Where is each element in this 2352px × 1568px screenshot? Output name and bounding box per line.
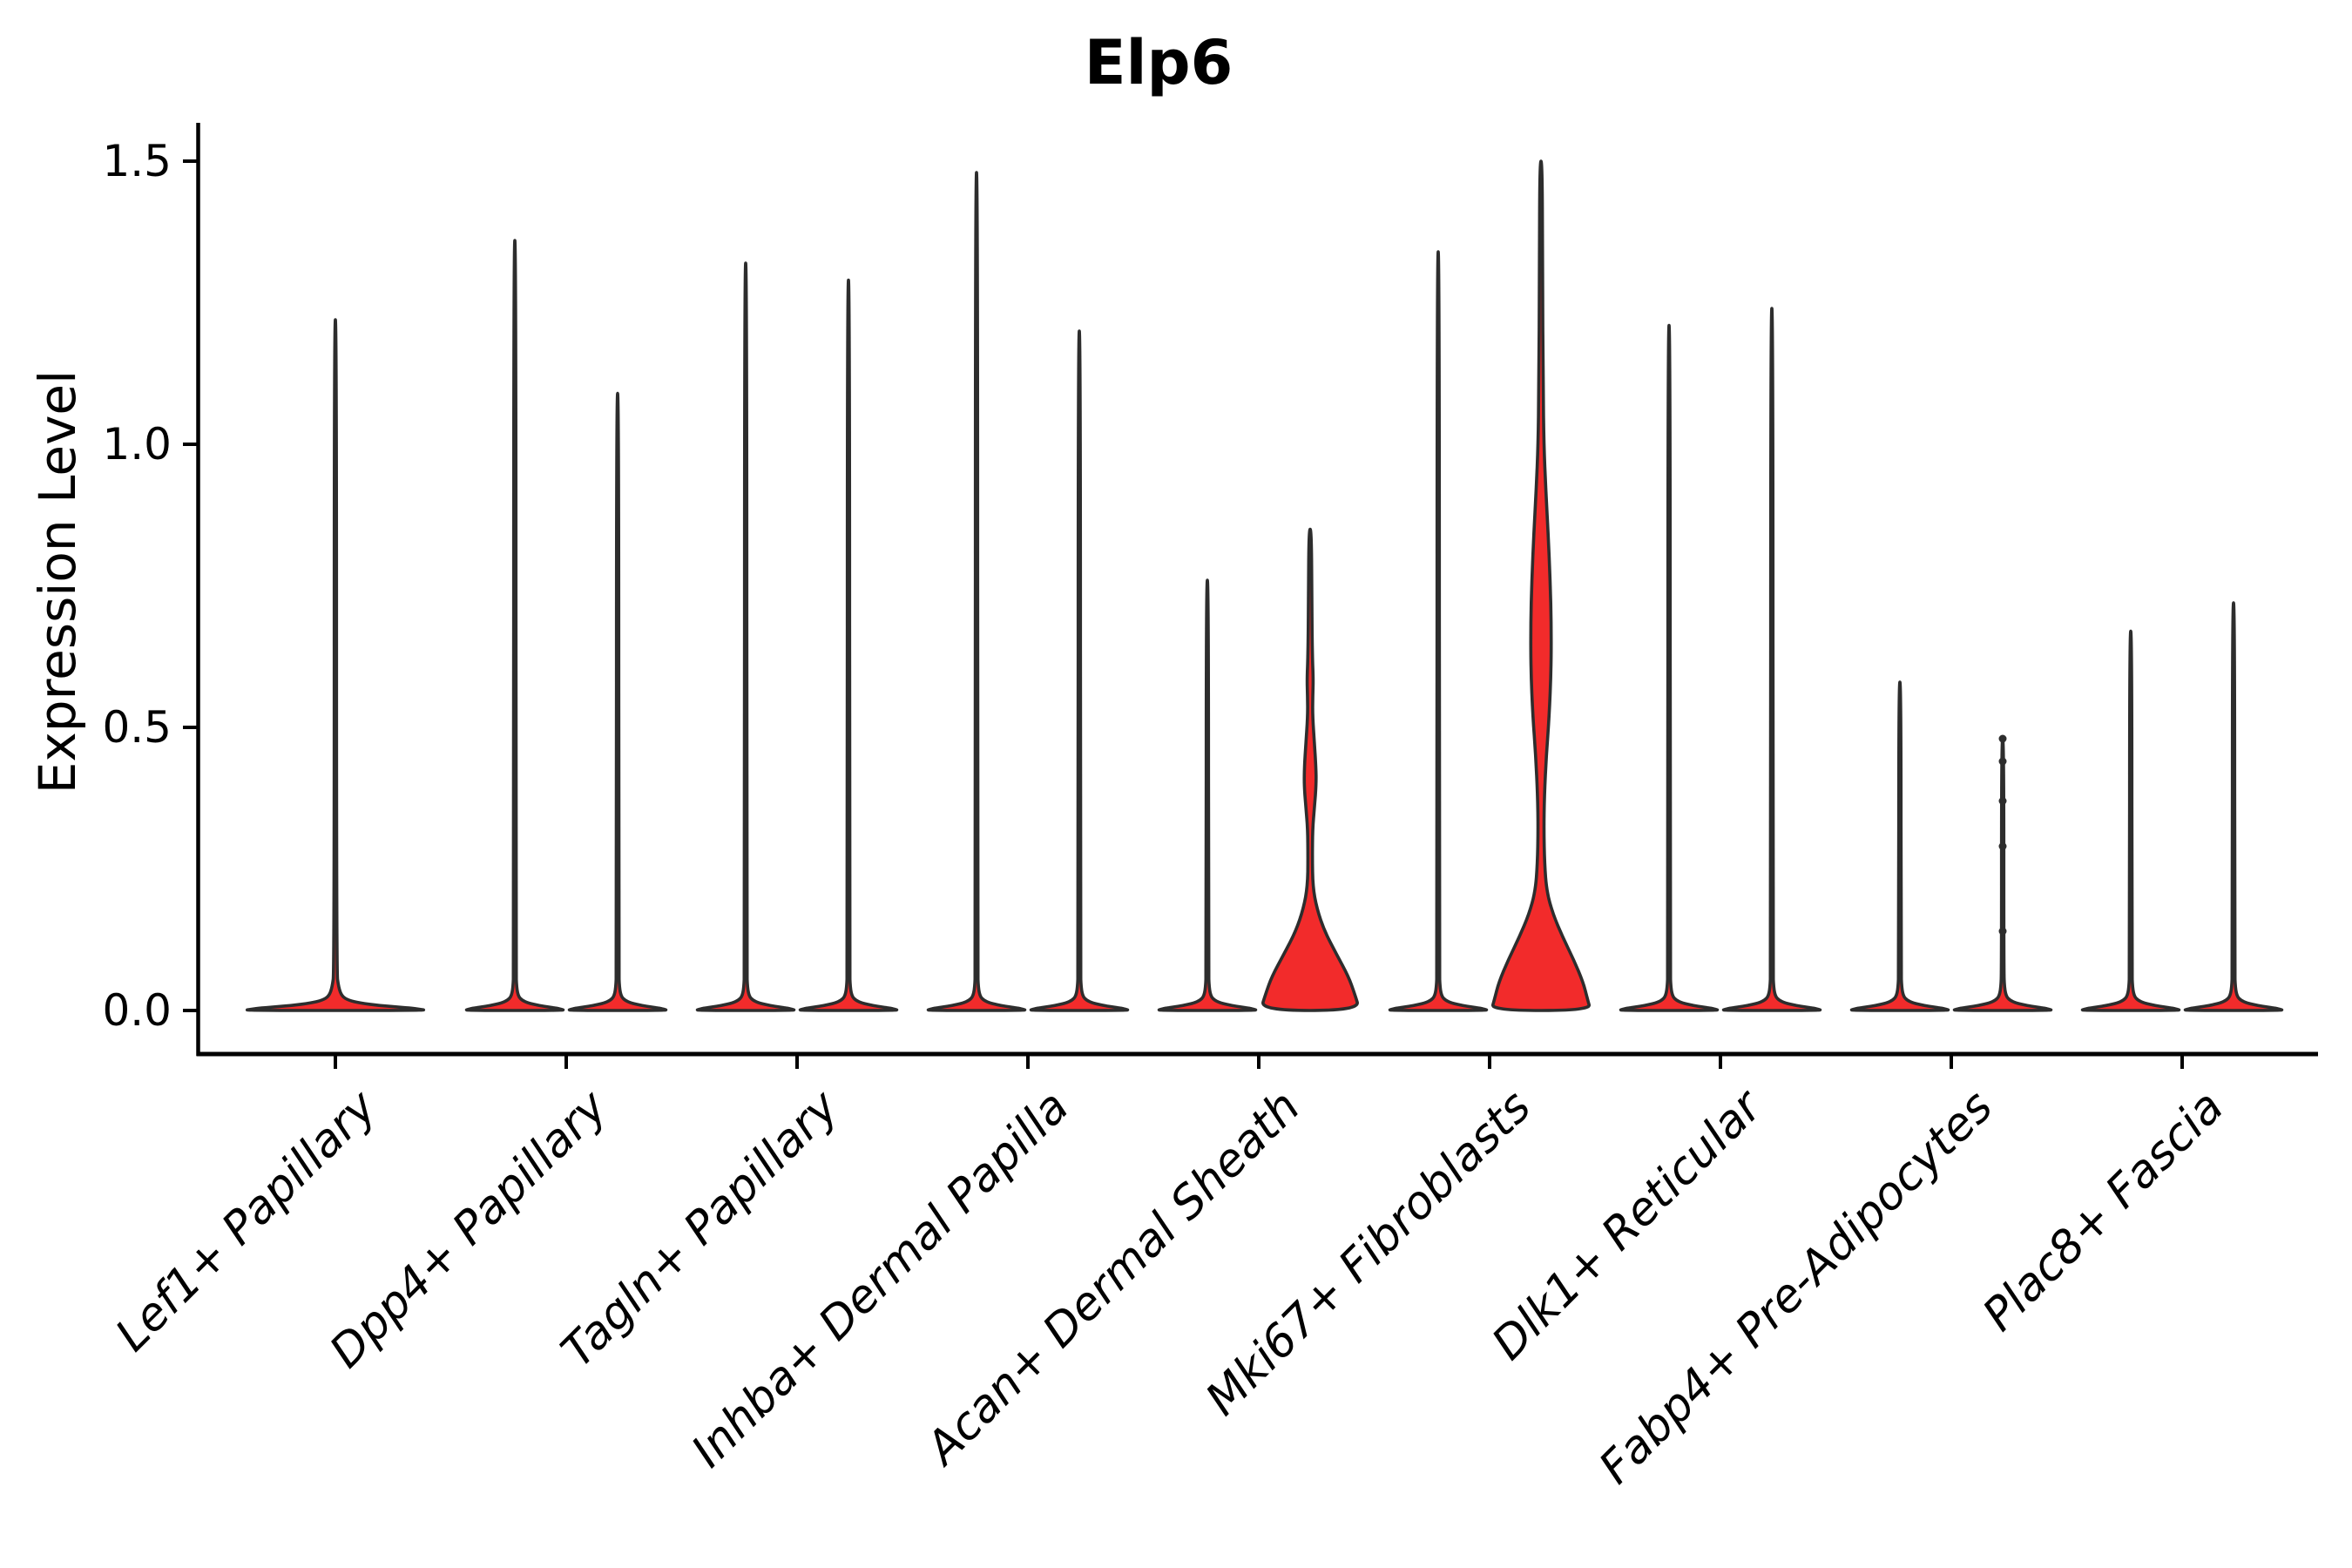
violin-2-2 [567,391,668,1012]
violin-9-2 [2183,601,2284,1012]
y-tick-label: 1.0 [102,419,172,470]
density-bead [1998,842,2007,850]
violin-1-1 [245,318,426,1012]
violin-8-2 [1952,737,2053,1012]
y-tick-label: 0.5 [102,702,172,753]
violin-6-2 [1491,159,1591,1012]
chart-title: Elp6 [1084,27,1233,98]
violin-7-1 [1619,323,1720,1012]
density-bead [1998,927,2007,936]
violin-2-1 [464,239,565,1012]
violin-3-1 [695,261,796,1012]
violin-9-1 [2080,629,2181,1012]
violin-4-2 [1029,329,1130,1012]
violin-5-2 [1261,527,1359,1012]
density-bead [1998,734,2007,743]
y-tick-label: 0.0 [102,985,172,1036]
violin-8-1 [1849,680,1950,1012]
violin-5-1 [1157,578,1258,1012]
violin-6-1 [1388,250,1489,1012]
density-bead [1998,797,2007,805]
y-tick-label: 1.5 [102,136,172,186]
violin-3-2 [798,278,899,1012]
density-bead [1998,757,2007,766]
violin-4-1 [926,171,1027,1012]
violin-7-2 [1721,307,1822,1012]
